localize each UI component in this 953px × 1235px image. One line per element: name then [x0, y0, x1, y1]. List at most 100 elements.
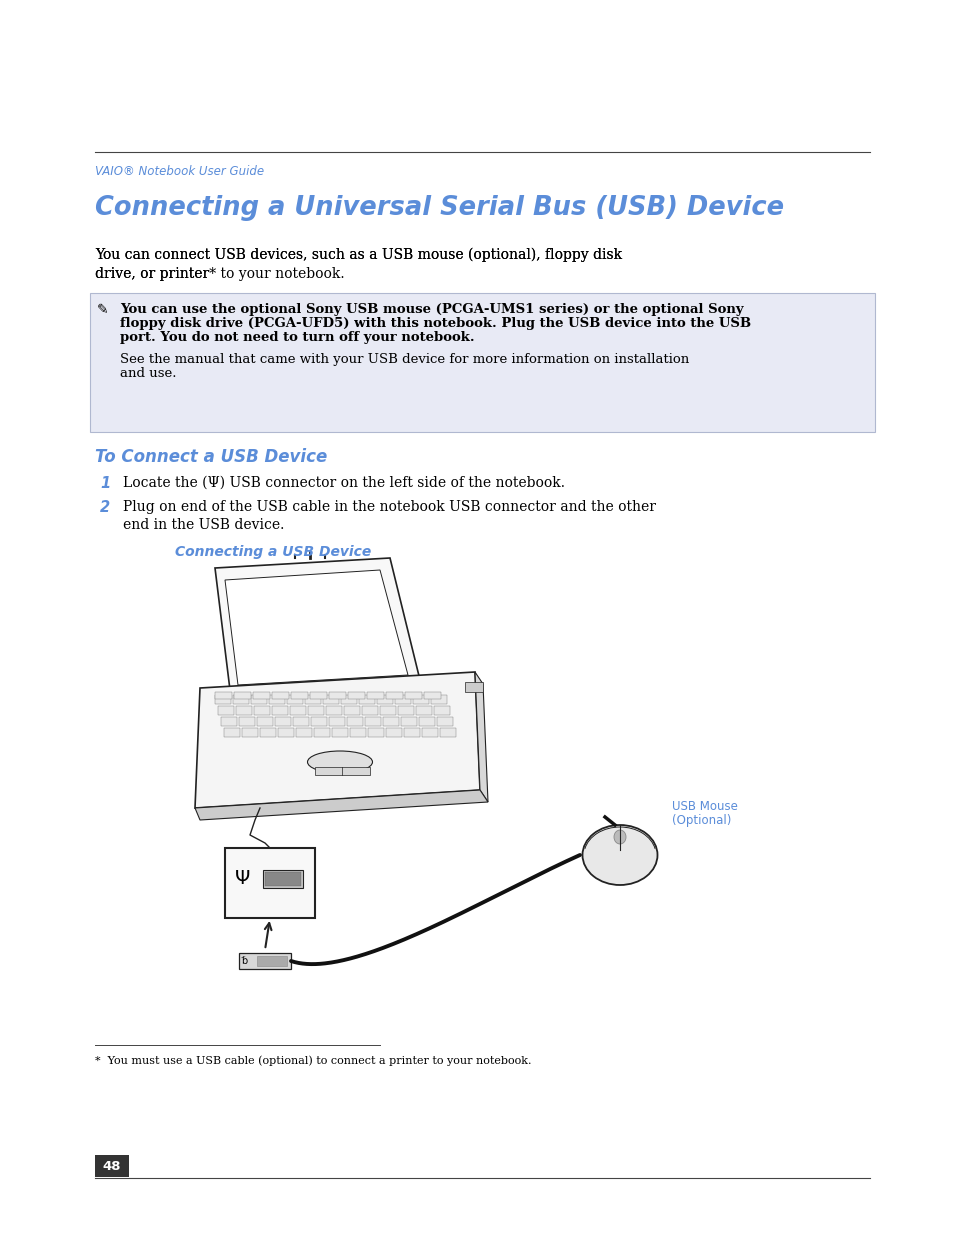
Polygon shape	[214, 695, 231, 704]
Polygon shape	[348, 692, 365, 699]
Polygon shape	[386, 692, 402, 699]
Text: Connecting a USB Device: Connecting a USB Device	[174, 545, 371, 559]
Polygon shape	[421, 727, 437, 737]
Bar	[256, 956, 287, 966]
Polygon shape	[423, 692, 440, 699]
Polygon shape	[272, 706, 288, 715]
Polygon shape	[293, 718, 309, 726]
Polygon shape	[431, 695, 447, 704]
Text: floppy disk drive (PCGA-UFD5) with this notebook. Plug the USB device into the U: floppy disk drive (PCGA-UFD5) with this …	[120, 317, 750, 330]
Polygon shape	[194, 790, 488, 820]
Text: 1: 1	[100, 475, 110, 492]
Polygon shape	[308, 706, 324, 715]
Polygon shape	[256, 718, 273, 726]
Polygon shape	[439, 727, 456, 737]
Polygon shape	[332, 727, 348, 737]
Bar	[225, 848, 314, 918]
Polygon shape	[311, 718, 327, 726]
Polygon shape	[367, 692, 384, 699]
Polygon shape	[376, 695, 393, 704]
Polygon shape	[214, 558, 419, 690]
Text: You can connect USB devices, such as a USB mouse (optional), floppy disk
drive, : You can connect USB devices, such as a U…	[95, 248, 621, 280]
Polygon shape	[405, 692, 421, 699]
Polygon shape	[350, 727, 366, 737]
Polygon shape	[329, 718, 345, 726]
Bar	[314, 767, 370, 776]
Polygon shape	[323, 695, 338, 704]
Polygon shape	[368, 727, 384, 737]
Polygon shape	[386, 727, 401, 737]
Polygon shape	[382, 718, 398, 726]
Polygon shape	[221, 718, 236, 726]
Polygon shape	[434, 706, 450, 715]
Polygon shape	[272, 692, 289, 699]
Polygon shape	[358, 695, 375, 704]
Text: Locate the (Ψ) USB connector on the left side of the notebook.: Locate the (Ψ) USB connector on the left…	[123, 475, 564, 490]
Polygon shape	[397, 706, 414, 715]
Polygon shape	[305, 695, 320, 704]
Ellipse shape	[614, 830, 625, 844]
Polygon shape	[344, 706, 359, 715]
Polygon shape	[260, 727, 275, 737]
Polygon shape	[295, 727, 312, 737]
Polygon shape	[239, 718, 254, 726]
Text: ␢: ␢	[242, 956, 248, 966]
Polygon shape	[310, 692, 327, 699]
Text: 2: 2	[100, 500, 110, 515]
Polygon shape	[475, 672, 488, 802]
Polygon shape	[365, 718, 380, 726]
Polygon shape	[290, 706, 306, 715]
Text: ✎: ✎	[97, 303, 109, 317]
Polygon shape	[235, 706, 252, 715]
Text: *  You must use a USB cable (optional) to connect a printer to your notebook.: * You must use a USB cable (optional) to…	[95, 1055, 531, 1066]
Polygon shape	[242, 727, 257, 737]
Polygon shape	[347, 718, 363, 726]
Bar	[263, 869, 303, 888]
Polygon shape	[224, 727, 240, 737]
Ellipse shape	[307, 751, 372, 773]
Text: See the manual that came with your USB device for more information on installati: See the manual that came with your USB d…	[120, 353, 688, 366]
Polygon shape	[194, 672, 479, 808]
Text: 48: 48	[103, 1160, 121, 1172]
Polygon shape	[395, 695, 411, 704]
Polygon shape	[274, 718, 291, 726]
Polygon shape	[277, 727, 294, 737]
Polygon shape	[340, 695, 356, 704]
Text: USB Mouse: USB Mouse	[671, 800, 737, 813]
Polygon shape	[403, 727, 419, 737]
Polygon shape	[287, 695, 303, 704]
Text: Ψ: Ψ	[234, 868, 250, 888]
Polygon shape	[436, 718, 453, 726]
Polygon shape	[400, 718, 416, 726]
Polygon shape	[361, 706, 377, 715]
Bar	[90, 293, 874, 432]
Polygon shape	[233, 695, 249, 704]
Text: Plug on end of the USB cable in the notebook USB connector and the other
end in : Plug on end of the USB cable in the note…	[123, 500, 656, 532]
Text: Connecting a Universal Serial Bus (USB) Device: Connecting a Universal Serial Bus (USB) …	[95, 195, 783, 221]
Polygon shape	[416, 706, 432, 715]
Text: You can connect USB devices, such as a USB mouse (optional), floppy disk
drive, : You can connect USB devices, such as a U…	[95, 248, 621, 280]
Text: VAIO® Notebook User Guide: VAIO® Notebook User Guide	[95, 165, 264, 178]
Polygon shape	[314, 727, 330, 737]
Bar	[265, 872, 301, 885]
Polygon shape	[253, 692, 270, 699]
Polygon shape	[218, 706, 233, 715]
Polygon shape	[329, 692, 346, 699]
Text: and use.: and use.	[120, 367, 176, 380]
Polygon shape	[253, 706, 270, 715]
Bar	[239, 953, 291, 969]
Polygon shape	[413, 695, 429, 704]
Polygon shape	[225, 571, 408, 685]
Polygon shape	[418, 718, 435, 726]
Text: port. You do not need to turn off your notebook.: port. You do not need to turn off your n…	[120, 331, 475, 345]
Ellipse shape	[582, 825, 657, 885]
Polygon shape	[269, 695, 285, 704]
Polygon shape	[233, 692, 251, 699]
Polygon shape	[291, 692, 308, 699]
Bar	[95, 1155, 129, 1177]
Text: To Connect a USB Device: To Connect a USB Device	[95, 448, 327, 466]
Polygon shape	[251, 695, 267, 704]
Polygon shape	[379, 706, 395, 715]
Text: (Optional): (Optional)	[671, 814, 731, 827]
Text: You can use the optional Sony USB mouse (PCGA-UMS1 series) or the optional Sony: You can use the optional Sony USB mouse …	[120, 303, 742, 316]
